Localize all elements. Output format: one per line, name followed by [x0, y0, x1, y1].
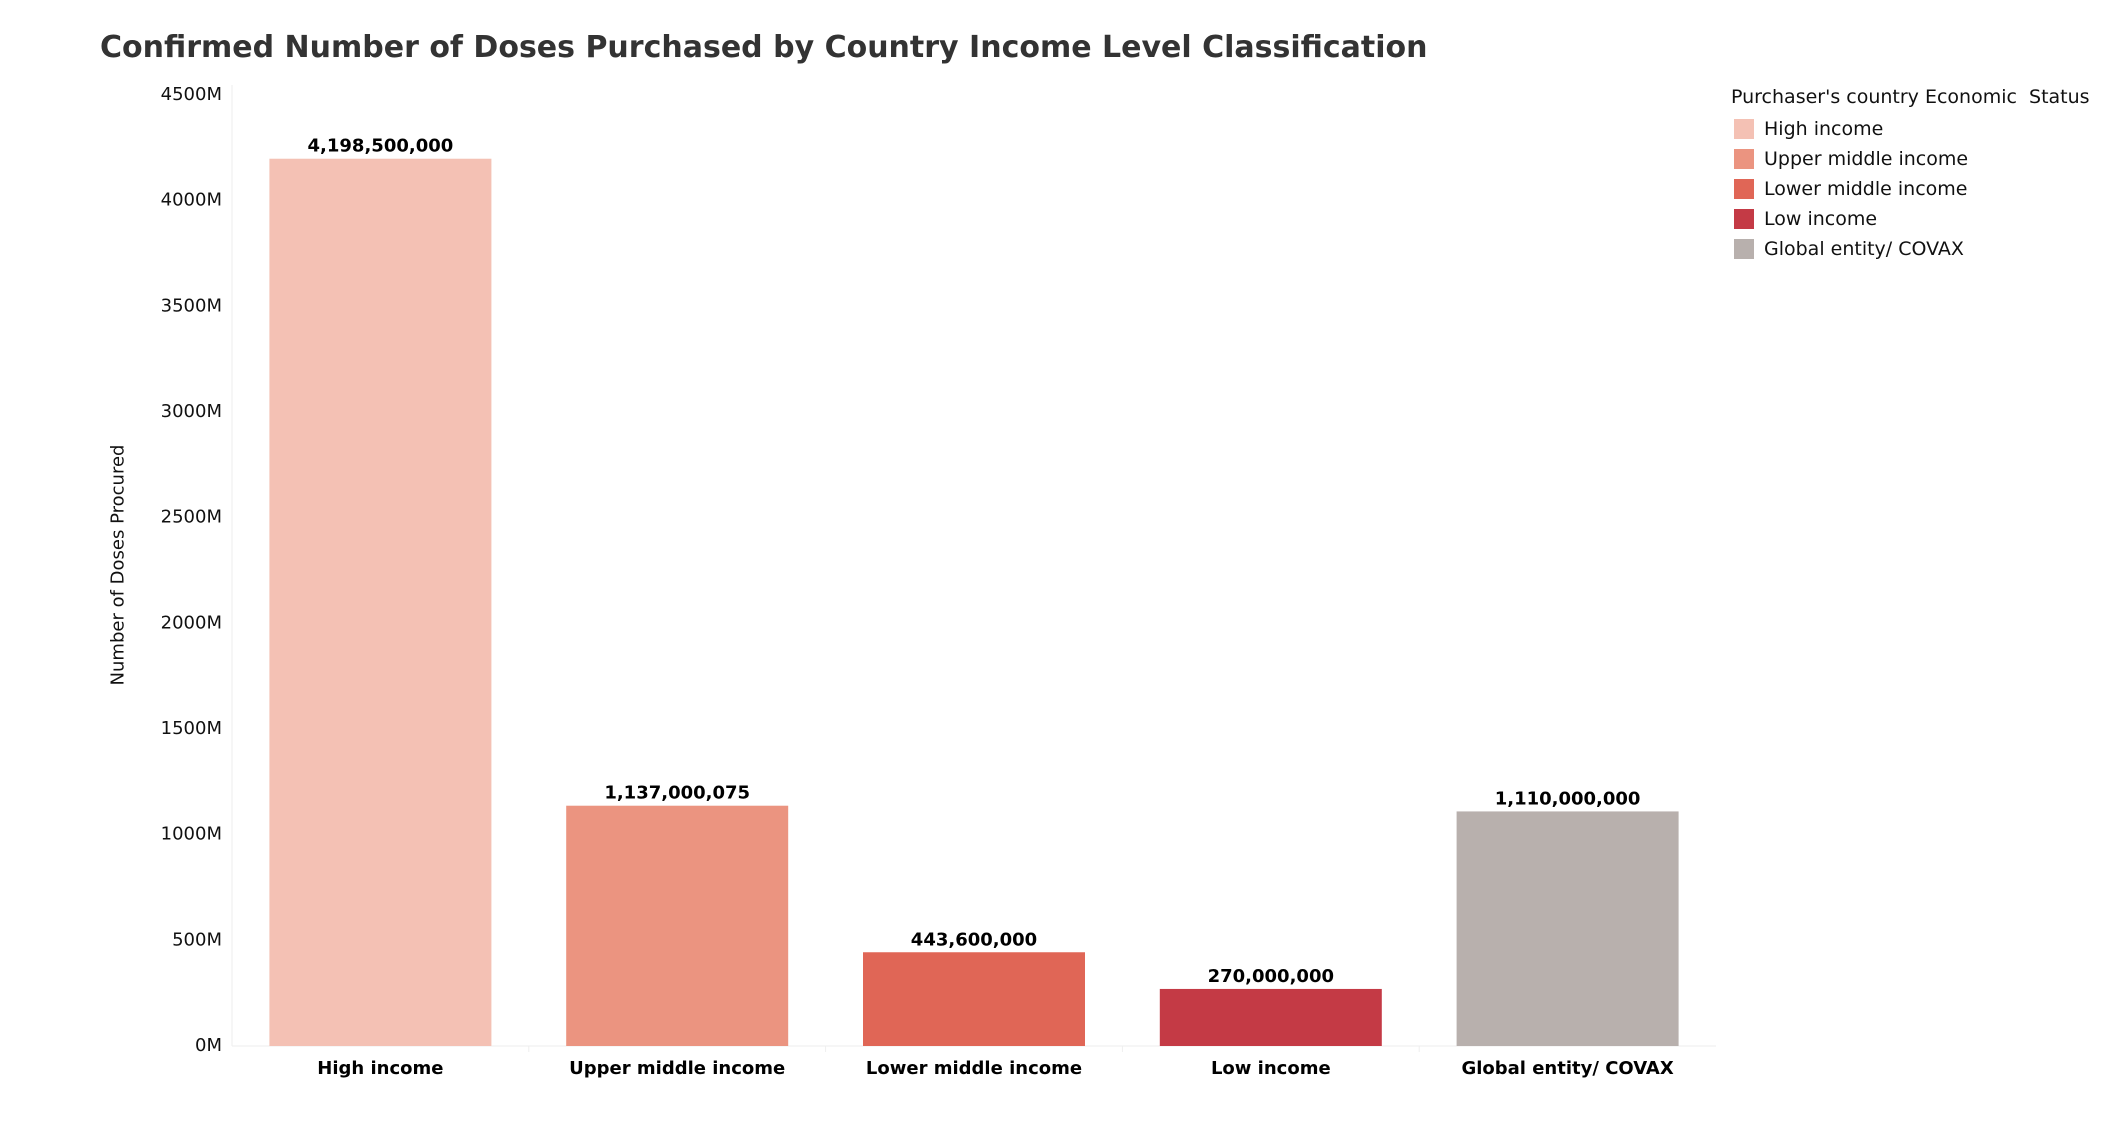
legend-item: Upper middle income: [1731, 144, 2090, 174]
data-label: 1,110,000,000: [1495, 788, 1641, 809]
data-label: 270,000,000: [1208, 966, 1334, 987]
y-tick-label: 2500M: [161, 507, 222, 528]
y-tick-label: 4500M: [161, 84, 222, 105]
y-tick-label: 500M: [172, 929, 222, 950]
legend-label: Lower middle income: [1764, 178, 1968, 200]
y-tick-label: 1500M: [161, 718, 222, 739]
chart-title: Confirmed Number of Doses Purchased by C…: [100, 30, 1428, 65]
legend: Purchaser's country Economic Status High…: [1731, 86, 2090, 264]
legend-label: Upper middle income: [1764, 148, 1969, 170]
x-tick-label: Lower middle income: [866, 1058, 1082, 1079]
x-tick-label: Global entity/ COVAX: [1461, 1058, 1673, 1079]
legend-title: Purchaser's country Economic Status: [1731, 86, 2090, 108]
data-label: 4,198,500,000: [308, 136, 454, 157]
y-tick-label: 3500M: [161, 295, 222, 316]
legend-label: High income: [1764, 118, 1884, 140]
legend-item: High income: [1731, 114, 2090, 144]
y-tick-label: 3000M: [161, 401, 222, 422]
legend-swatch: [1734, 179, 1754, 199]
legend-item: Low income: [1731, 204, 2090, 234]
legend-label: Global entity/ COVAX: [1764, 238, 1964, 260]
legend-item: Global entity/ COVAX: [1731, 234, 2090, 264]
bar: [1159, 988, 1382, 1046]
legend-swatch: [1734, 119, 1754, 139]
y-tick-label: 1000M: [161, 824, 222, 845]
legend-swatch: [1734, 209, 1754, 229]
bar: [269, 158, 492, 1047]
legend-label: Low income: [1764, 208, 1878, 230]
legend-item: Lower middle income: [1731, 174, 2090, 204]
x-tick-label: Low income: [1211, 1058, 1331, 1079]
x-tick-label: Upper middle income: [569, 1058, 785, 1079]
legend-swatch: [1734, 239, 1754, 259]
data-label: 443,600,000: [911, 929, 1037, 950]
y-tick-label: 4000M: [161, 190, 222, 211]
bar: [863, 952, 1085, 1046]
y-tick-label: 2000M: [161, 612, 222, 633]
bar: [1456, 811, 1679, 1046]
bar: [566, 805, 789, 1046]
legend-items: High income Upper middle income Lower midd…: [1731, 114, 2090, 264]
x-tick-label: High income: [317, 1058, 443, 1079]
legend-swatch: [1734, 149, 1754, 169]
y-tick-label: 0M: [195, 1035, 222, 1056]
data-label: 1,137,000,075: [604, 783, 750, 804]
